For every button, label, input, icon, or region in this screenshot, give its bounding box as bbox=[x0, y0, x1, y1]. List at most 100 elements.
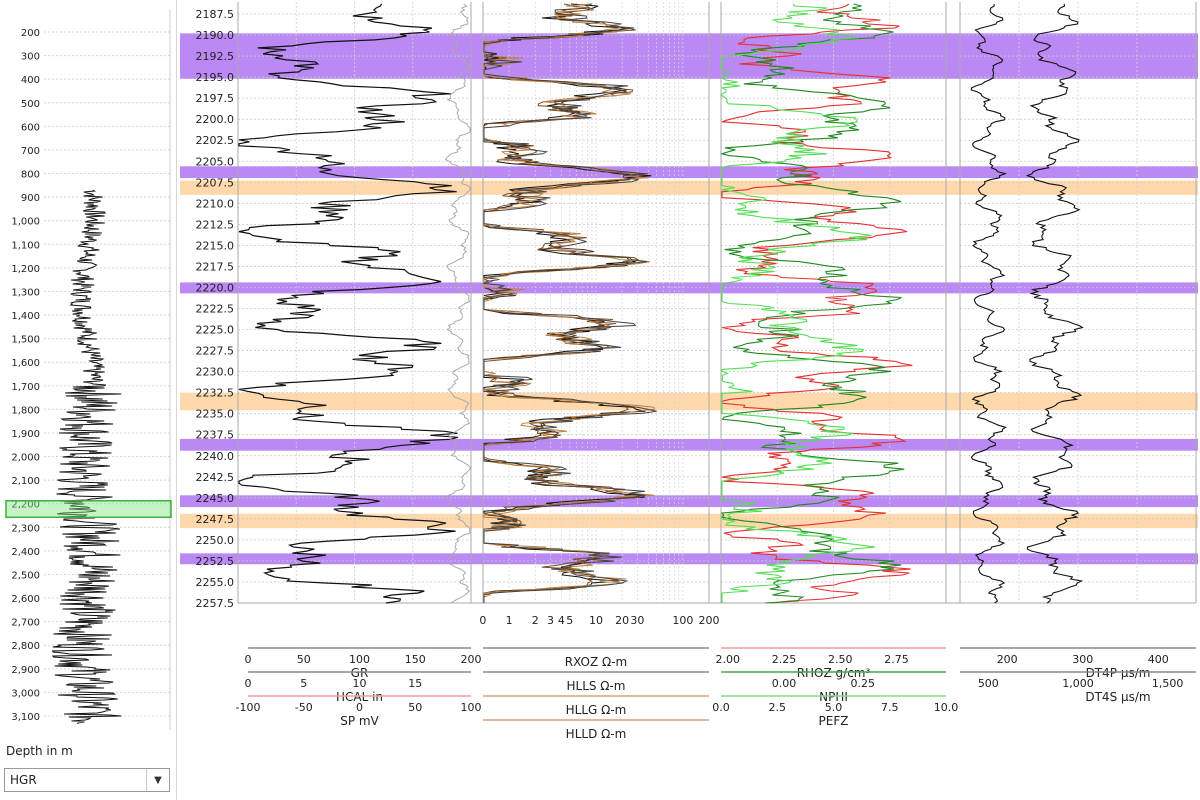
resistivity-log-tick: 10 bbox=[589, 614, 603, 627]
scale-tick-label: 0 bbox=[356, 701, 363, 714]
overview-depth-tick: 2,200 bbox=[11, 500, 40, 511]
scale-tick-label: 2.5 bbox=[769, 701, 787, 714]
depth-tick-label: 2202.5 bbox=[196, 134, 235, 147]
scale-title: DT4S µs/m bbox=[1085, 690, 1150, 704]
zone-band bbox=[180, 495, 1198, 508]
well-log-display[interactable]: 2187.52190.02192.52195.02197.52200.02202… bbox=[176, 0, 1200, 800]
depth-tick-label: 2207.5 bbox=[196, 176, 235, 189]
scale-title: SP mV bbox=[340, 714, 379, 728]
overview-depth-tick: 2,700 bbox=[11, 618, 40, 629]
scale-tick-label: 200 bbox=[997, 653, 1018, 666]
scale-title: HLLD Ω-m bbox=[566, 727, 627, 741]
overview-depth-tick: 400 bbox=[21, 75, 40, 86]
overview-depth-tick: 1,200 bbox=[11, 264, 40, 275]
scale-tick-label: 50 bbox=[408, 701, 422, 714]
pefz-curve bbox=[720, 3, 875, 603]
resistivity-log-tick: 2 bbox=[532, 614, 539, 627]
overview-log-plot[interactable]: 200 300 400 500 600 700 800 900 1,000 1,100 1,200 1… bbox=[0, 0, 176, 740]
overview-depth-tick: 1,700 bbox=[11, 382, 40, 393]
resistivity-log-tick: 3 bbox=[547, 614, 554, 627]
resistivity-log-tick: 5 bbox=[566, 614, 573, 627]
depth-tick-label: 2242.5 bbox=[196, 471, 235, 484]
overview-depth-tick: 2,000 bbox=[11, 453, 40, 464]
depth-tick-label: 2187.5 bbox=[196, 8, 235, 21]
depth-tick-label: 2212.5 bbox=[196, 218, 235, 231]
overview-depth-tick: 2,400 bbox=[11, 547, 40, 558]
zone-band bbox=[180, 438, 1198, 451]
scale-tick-label: 0.00 bbox=[772, 677, 797, 690]
chevron-down-icon[interactable]: ▼ bbox=[146, 769, 169, 791]
resistivity-log-tick: 0 bbox=[479, 614, 486, 627]
resistivity-log-tick: 30 bbox=[630, 614, 644, 627]
log-selector-dropdown[interactable]: HGR ▼ bbox=[4, 768, 170, 792]
overview-depth-tick: 1,800 bbox=[11, 405, 40, 416]
depth-tick-label: 2195.0 bbox=[196, 71, 235, 84]
depth-tick-label: 2210.0 bbox=[196, 197, 235, 210]
depth-tick-label: 2200.0 bbox=[196, 113, 235, 126]
overview-depth-tick: 1,400 bbox=[11, 311, 40, 322]
scale-tick-label: 2.75 bbox=[884, 653, 909, 666]
gr-curve bbox=[238, 3, 459, 604]
depth-tick-label: 2252.5 bbox=[196, 555, 235, 568]
overview-depth-tick: 1,500 bbox=[11, 335, 40, 346]
overview-depth-tick: 2,900 bbox=[11, 665, 40, 676]
scale-title: HCAL in bbox=[336, 690, 383, 704]
scale-tick-label: 1,500 bbox=[1152, 677, 1184, 690]
resistivity-log-tick: 200 bbox=[699, 614, 720, 627]
overview-depth-tick: 1,900 bbox=[11, 429, 40, 440]
scale-title: NPHI bbox=[819, 690, 848, 704]
rhoz-curve bbox=[721, 3, 913, 604]
scale-tick-label: 300 bbox=[1072, 653, 1093, 666]
overview-depth-tick: 2,100 bbox=[11, 476, 40, 487]
overview-depth-tick: 2,800 bbox=[11, 641, 40, 652]
resistivity-curve bbox=[482, 3, 657, 603]
depth-unit-label: Depth in m bbox=[6, 744, 73, 758]
scale-tick-label: 5.0 bbox=[825, 701, 843, 714]
log-selector-value: HGR bbox=[10, 773, 37, 787]
overview-view-window[interactable] bbox=[5, 500, 172, 519]
depth-tick-label: 2230.0 bbox=[196, 366, 235, 379]
overview-depth-tick: 500 bbox=[21, 99, 40, 110]
scale-title: GR bbox=[351, 666, 369, 680]
overview-depth-tick: 1,300 bbox=[11, 287, 40, 298]
dt4p-curve bbox=[970, 3, 1008, 604]
depth-tick-label: 2257.5 bbox=[196, 597, 235, 610]
hcal-curve bbox=[444, 3, 471, 604]
depth-tick-label: 2222.5 bbox=[196, 303, 235, 316]
scale-tick-label: 5 bbox=[300, 677, 307, 690]
depth-tick-label: 2205.0 bbox=[196, 155, 235, 168]
overview-depth-tick: 2,500 bbox=[11, 570, 40, 581]
overview-depth-tick: 600 bbox=[21, 122, 40, 133]
overview-depth-tick: 900 bbox=[21, 193, 40, 204]
zone-band bbox=[180, 166, 1198, 179]
scale-tick-label: -100 bbox=[236, 701, 261, 714]
scale-tick-label: 0.25 bbox=[851, 677, 876, 690]
overview-log-curve bbox=[51, 189, 122, 725]
depth-overview-panel[interactable]: 200 300 400 500 600 700 800 900 1,000 1,100 1,200 1… bbox=[0, 0, 177, 800]
scale-tick-label: 1,000 bbox=[1062, 677, 1094, 690]
scale-tick-label: 2.50 bbox=[828, 653, 853, 666]
scale-tick-label: 150 bbox=[405, 653, 426, 666]
scale-tick-label: 2.00 bbox=[716, 653, 741, 666]
overview-depth-tick: 200 bbox=[21, 28, 40, 39]
scale-tick-label: 2.25 bbox=[772, 653, 797, 666]
scale-title: PEFZ bbox=[819, 714, 849, 728]
overview-depth-tick: 300 bbox=[21, 52, 40, 63]
zone-band bbox=[180, 513, 1198, 529]
depth-tick-label: 2197.5 bbox=[196, 92, 235, 105]
depth-tick-label: 2250.0 bbox=[196, 534, 235, 547]
depth-tick-label: 2192.5 bbox=[196, 50, 235, 63]
scale-tick-label: 0 bbox=[245, 677, 252, 690]
scale-tick-label: 0.0 bbox=[712, 701, 730, 714]
resistivity-log-tick: 100 bbox=[672, 614, 693, 627]
scale-title: HLLS Ω-m bbox=[566, 679, 625, 693]
dt4s-curve bbox=[1025, 3, 1084, 604]
depth-tick-label: 2215.0 bbox=[196, 239, 235, 252]
depth-tick-label: 2232.5 bbox=[196, 387, 235, 400]
scale-title: RXOZ Ω-m bbox=[565, 655, 627, 669]
overview-depth-tick: 3,100 bbox=[11, 712, 40, 723]
overview-depth-tick: 2,300 bbox=[11, 523, 40, 534]
overview-depth-tick: 1,000 bbox=[11, 217, 40, 228]
scale-title: DT4P µs/m bbox=[1086, 666, 1151, 680]
depth-tick-label: 2255.0 bbox=[196, 576, 235, 589]
